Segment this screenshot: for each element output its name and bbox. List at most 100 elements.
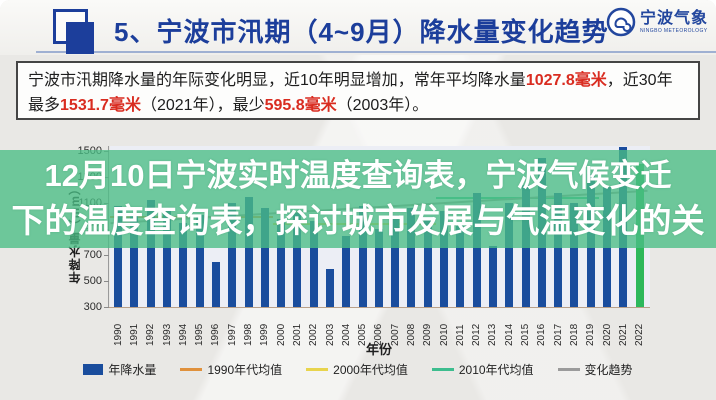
bar-slot — [485, 146, 501, 307]
cloud-emblem-icon — [606, 7, 636, 37]
bar-2017 — [554, 192, 563, 307]
x-axis-title: 年份 — [365, 342, 392, 357]
summary-fragment: （2021年），最少 — [140, 97, 265, 114]
legend-label: 2010年代均值 — [458, 363, 534, 377]
legend-label: 变化趋势 — [584, 363, 633, 377]
y-tick-mark — [104, 255, 109, 256]
title-decoration-square-filled-icon — [66, 22, 94, 54]
bar-1997 — [228, 203, 237, 307]
bar-slot — [175, 146, 191, 307]
legend-item-年降水量: 年降水量 — [83, 361, 156, 378]
headline-overlay-band: 12月10日宁波实时温度查询表，宁波气候变迁 下的温度查询表，探讨城市发展与气温… — [0, 150, 716, 248]
bar-1998 — [244, 196, 253, 307]
bar-1991 — [130, 216, 139, 307]
bar-slot — [469, 146, 485, 307]
bar-slot — [110, 146, 126, 307]
bar-1992 — [146, 200, 155, 307]
bar-slot — [501, 146, 517, 307]
x-axis — [108, 307, 650, 308]
legend-item-变化趋势: 变化趋势 — [557, 361, 633, 378]
legend-swatch-icon — [83, 364, 104, 375]
legend-item-1990年代均值: 1990年代均值 — [180, 361, 282, 378]
bar-slot — [354, 146, 370, 307]
bar-slot — [240, 146, 256, 307]
bar-slot — [566, 146, 582, 307]
bar-2010 — [440, 210, 449, 307]
bar-2011 — [456, 226, 465, 307]
legend-swatch-icon — [180, 368, 203, 371]
legend-item-2000年代均值: 2000年代均值 — [306, 361, 408, 378]
bar-slot — [420, 146, 436, 307]
summary-text-box: 宁波市汛期降水量的年际变化明显，近10年明显增加，常年平均降水量1027.8毫米… — [16, 61, 700, 120]
logo-subtext: NINGBO METEOROLOGY — [639, 27, 708, 34]
legend-swatch-icon — [306, 368, 329, 371]
highlighted-value: 595.8毫米 — [264, 97, 337, 114]
legend-swatch-icon — [557, 368, 580, 371]
bar-2001 — [293, 213, 302, 307]
bar-1995 — [195, 214, 204, 307]
bar-slot — [191, 146, 207, 307]
bar-1999 — [260, 208, 269, 307]
summary-fragment: （2003年）。 — [336, 97, 429, 114]
bar-slot — [143, 146, 159, 307]
bar-slot — [452, 146, 468, 307]
highlighted-value: 1531.7毫米 — [60, 97, 141, 114]
title-underline — [36, 51, 716, 53]
bar-slot — [208, 146, 224, 307]
bar-slot — [306, 146, 322, 307]
headline-line-2: 下的温度查询表，探讨城市发展与气温变化的关 — [11, 202, 705, 239]
bar-slot — [257, 146, 273, 307]
legend-label: 1990年代均值 — [207, 363, 283, 377]
ningbo-meteorology-logo: 宁波气象 NINGBO METEOROLOGY — [606, 7, 708, 37]
bar-2009 — [423, 217, 432, 307]
summary-fragment: ，近30年最多 — [28, 72, 673, 114]
bar-1993 — [163, 208, 172, 307]
highlighted-value: 1027.8毫米 — [525, 72, 607, 89]
title-bar: 5、宁波市汛期（4~9月）降水量变化趋势 宁波气象 NINGBO METEORO… — [0, 0, 716, 55]
bar-2002 — [309, 221, 318, 307]
bar-2005 — [358, 205, 367, 307]
bar-2003 — [326, 268, 334, 307]
bar-2007 — [391, 214, 400, 307]
bar-slot — [436, 146, 452, 307]
bar-slot — [338, 146, 354, 307]
bar-2013 — [488, 245, 497, 307]
logo-text: 宁波气象 NINGBO METEOROLOGY — [639, 9, 708, 34]
bar-slot — [126, 146, 142, 307]
legend-label: 年降水量 — [108, 363, 157, 377]
bar-slot — [403, 146, 419, 307]
chart-legend: 年降水量 1990年代均值 2000年代均值 2010年代均值 变化趋势 — [0, 361, 716, 378]
bar-2004 — [342, 235, 351, 307]
legend-label: 2000年代均值 — [333, 363, 408, 377]
bar-slot — [289, 146, 305, 307]
logo-name: 宁波气象 — [639, 9, 708, 27]
bar-2014 — [505, 203, 514, 307]
bar-2000 — [277, 218, 286, 307]
bar-slot — [371, 146, 387, 307]
bar-2018 — [570, 203, 579, 307]
y-tick-mark — [104, 281, 109, 282]
summary-text: 宁波市汛期降水量的年际变化明显，近10年明显增加，常年平均降水量1027.8毫米… — [28, 72, 673, 114]
y-tick-label: 300 — [83, 301, 102, 313]
headline-line-1: 12月10日宁波实时温度查询表，宁波气候变迁 — [44, 158, 672, 193]
y-tick-label: 700 — [83, 249, 102, 261]
y-tick-label: 500 — [83, 275, 102, 287]
bar-slot — [550, 146, 566, 307]
bar-1994 — [179, 222, 188, 307]
page-title: 5、宁波市汛期（4~9月）降水量变化趋势 — [114, 17, 609, 47]
bar-1990 — [114, 205, 123, 307]
bar-slot — [322, 146, 338, 307]
summary-fragment: 宁波市汛期降水量的年际变化明显，近10年明显增加，常年平均降水量 — [28, 72, 526, 89]
bar-2006 — [374, 229, 383, 307]
bar-2008 — [407, 208, 416, 307]
legend-item-2010年代均值: 2010年代均值 — [431, 361, 534, 378]
y-tick-mark — [104, 307, 109, 308]
bar-slot — [159, 146, 175, 307]
bar-slot — [224, 146, 240, 307]
bar-slot — [273, 146, 289, 307]
bar-1996 — [211, 261, 220, 307]
bar-slot — [387, 146, 403, 307]
legend-swatch-icon — [431, 368, 454, 371]
bar-2012 — [472, 192, 481, 307]
